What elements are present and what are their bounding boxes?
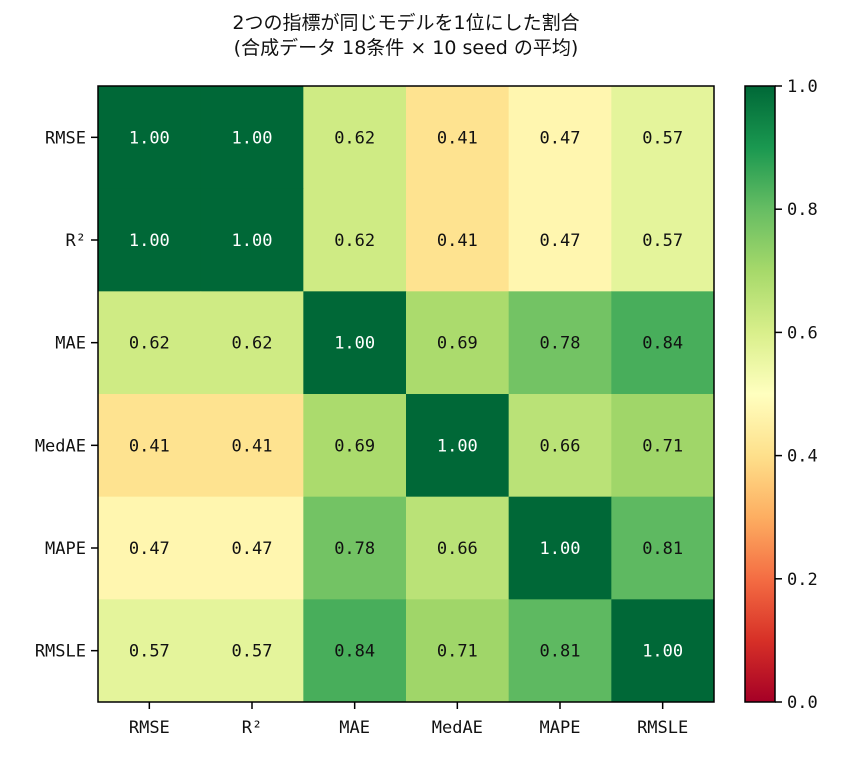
heatmap-cell bbox=[508, 496, 612, 600]
cell-value-label: 1.00 bbox=[129, 128, 170, 148]
heatmap-cell bbox=[200, 188, 304, 292]
colorbar-tick-label: 0.0 bbox=[787, 693, 818, 713]
y-tick-label: RMSE bbox=[45, 128, 86, 148]
cell-value-label: 0.84 bbox=[334, 642, 375, 662]
cell-value-label: 1.00 bbox=[129, 231, 170, 251]
heatmap-cell bbox=[508, 291, 612, 395]
cell-value-label: 0.81 bbox=[642, 539, 683, 559]
cell-value-label: 0.57 bbox=[642, 231, 683, 251]
heatmap-cell bbox=[200, 86, 304, 190]
heatmap-cells: 1.00 1.00 0.62 0.41 0.47 0.57 1.00 1.00 0.62 0.41… bbox=[98, 86, 715, 703]
colorbar-ticks: 0.0 0.2 0.4 0.6 0.8 1.0 bbox=[775, 77, 818, 713]
heatmap-cell bbox=[611, 291, 715, 395]
cell-value-label: 1.00 bbox=[642, 642, 683, 662]
cell-value-label: 0.41 bbox=[129, 436, 170, 456]
heatmap-cell bbox=[303, 496, 407, 600]
x-tick-label: R² bbox=[242, 718, 262, 738]
heatmap-cell bbox=[406, 86, 510, 190]
cell-value-label: 0.62 bbox=[232, 334, 273, 354]
heatmap-cell bbox=[611, 188, 715, 292]
cell-value-label: 0.71 bbox=[642, 436, 683, 456]
colorbar-tick-label: 0.2 bbox=[787, 570, 818, 590]
heatmap-cell bbox=[611, 496, 715, 600]
heatmap-cell bbox=[611, 599, 715, 703]
heatmap-cell bbox=[303, 291, 407, 395]
cell-value-label: 0.57 bbox=[232, 642, 273, 662]
cell-value-label: 0.78 bbox=[540, 334, 581, 354]
heatmap-cell bbox=[98, 188, 202, 292]
heatmap-cell bbox=[406, 599, 510, 703]
heatmap-cell bbox=[508, 86, 612, 190]
cell-value-label: 0.47 bbox=[540, 128, 581, 148]
heatmap-cell bbox=[303, 86, 407, 190]
heatmap-cell bbox=[406, 188, 510, 292]
cell-value-label: 0.69 bbox=[437, 334, 478, 354]
cell-value-label: 0.62 bbox=[334, 128, 375, 148]
x-tick-label: MedAE bbox=[432, 718, 483, 738]
heatmap-cell bbox=[508, 188, 612, 292]
cell-value-label: 0.47 bbox=[540, 231, 581, 251]
x-tick-label: MAE bbox=[339, 718, 370, 738]
heatmap-cell bbox=[98, 86, 202, 190]
x-tick-label: MAPE bbox=[540, 718, 581, 738]
cell-value-label: 0.66 bbox=[540, 436, 581, 456]
cell-value-label: 0.84 bbox=[642, 334, 683, 354]
cell-value-label: 0.47 bbox=[129, 539, 170, 559]
y-tick-label: MedAE bbox=[35, 436, 86, 456]
heatmap-cell bbox=[98, 599, 202, 703]
heatmap-cell bbox=[303, 599, 407, 703]
heatmap-cell bbox=[303, 188, 407, 292]
heatmap-cell bbox=[611, 394, 715, 498]
cell-value-label: 1.00 bbox=[232, 231, 273, 251]
cell-value-label: 0.57 bbox=[642, 128, 683, 148]
cell-value-label: 0.62 bbox=[334, 231, 375, 251]
heatmap-cell bbox=[303, 394, 407, 498]
cell-value-label: 1.00 bbox=[232, 128, 273, 148]
cell-value-label: 0.47 bbox=[232, 539, 273, 559]
colorbar-tick-label: 0.8 bbox=[787, 200, 818, 220]
heatmap-cell bbox=[406, 496, 510, 600]
colorbar-tick-label: 1.0 bbox=[787, 77, 818, 97]
cell-value-label: 1.00 bbox=[334, 334, 375, 354]
cell-value-label: 0.41 bbox=[437, 128, 478, 148]
heatmap-cell bbox=[200, 496, 304, 600]
heatmap-cell bbox=[200, 599, 304, 703]
cell-value-label: 1.00 bbox=[437, 436, 478, 456]
cell-value-label: 0.41 bbox=[437, 231, 478, 251]
cell-value-label: 1.00 bbox=[540, 539, 581, 559]
cell-value-label: 0.66 bbox=[437, 539, 478, 559]
plot-frame bbox=[97, 85, 715, 703]
cell-value-label: 0.41 bbox=[232, 436, 273, 456]
cell-value-label: 0.69 bbox=[334, 436, 375, 456]
y-tick-label: MAE bbox=[55, 334, 86, 354]
colorbar-tick-label: 0.4 bbox=[787, 447, 818, 467]
colorbar-tick-label: 0.6 bbox=[787, 323, 818, 343]
heatmap-cell bbox=[406, 291, 510, 395]
heatmap-cell bbox=[98, 394, 202, 498]
y-tick-label: R² bbox=[66, 231, 86, 251]
x-tick-label: RMSE bbox=[129, 718, 170, 738]
heatmap-cell bbox=[406, 394, 510, 498]
cell-value-label: 0.62 bbox=[129, 334, 170, 354]
cell-value-label: 0.57 bbox=[129, 642, 170, 662]
y-tick-label: MAPE bbox=[45, 539, 86, 559]
heatmap-cell bbox=[611, 86, 715, 190]
heatmap-cell bbox=[508, 599, 612, 703]
colorbar bbox=[744, 85, 776, 703]
cell-value-label: 0.81 bbox=[540, 642, 581, 662]
heatmap-cell bbox=[508, 394, 612, 498]
heatmap-cell bbox=[200, 291, 304, 395]
heatmap-cell bbox=[98, 496, 202, 600]
cell-value-label: 0.78 bbox=[334, 539, 375, 559]
chart-title-line-2: (合成データ 18条件 × 10 seed の平均) bbox=[233, 37, 579, 59]
chart-title-line-1: 2つの指標が同じモデルを1位にした割合 bbox=[232, 12, 580, 34]
heatmap-cell bbox=[98, 291, 202, 395]
heatmap-cell bbox=[200, 394, 304, 498]
x-tick-label: RMSLE bbox=[637, 718, 688, 738]
y-tick-label: RMSLE bbox=[35, 642, 86, 662]
heatmap-axes: RMSE R² MAE MedAE MAPE RMSLE RMSE R² MAE MedAE MAP… bbox=[35, 128, 688, 738]
cell-value-label: 0.71 bbox=[437, 642, 478, 662]
